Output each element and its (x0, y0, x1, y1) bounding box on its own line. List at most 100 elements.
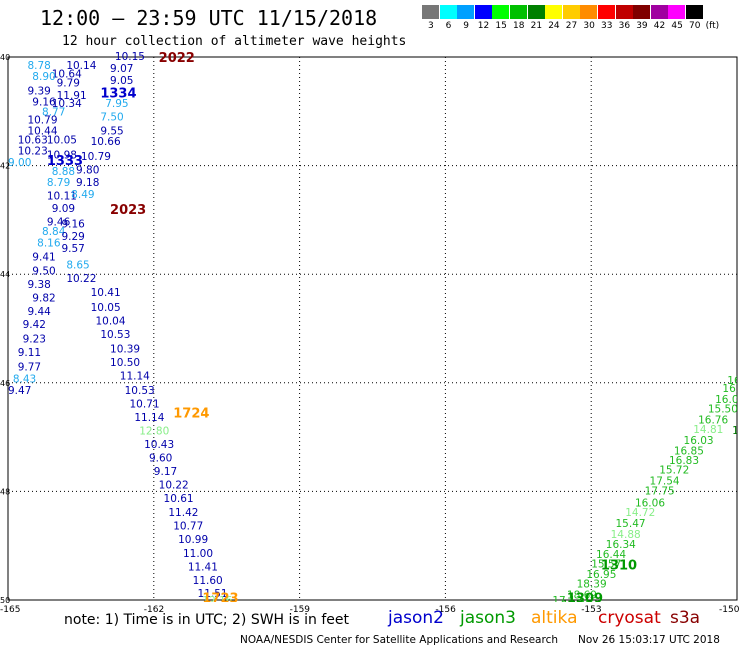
pass-time-label: 2022 (159, 51, 195, 66)
swh-value-label: 11.14 (134, 412, 164, 424)
colorbar-label: 18 (513, 21, 525, 31)
swh-value-label: 10.63 (18, 135, 48, 147)
swh-value-label: 16.34 (606, 539, 636, 551)
colorbar-swatch (457, 5, 475, 19)
swh-value-label: 11.00 (183, 548, 213, 560)
lon-tick-label: -156 (435, 605, 456, 615)
swh-value-label: 18.69 (567, 590, 597, 602)
colorbar-unit: (ft) (705, 21, 720, 31)
swh-value-label: 9.39 (27, 86, 50, 98)
swh-value-label: 9.82 (32, 293, 55, 305)
swh-value-label: 8.78 (27, 60, 50, 72)
colorbar-swatch (615, 5, 633, 19)
swh-value-label: 10.53 (125, 385, 155, 397)
swh-value-label: 10.15 (115, 51, 145, 63)
pass-time-label: 1723 (202, 591, 238, 606)
lon-tick-label: -159 (290, 605, 311, 615)
swh-value-label: 10.39 (110, 344, 140, 356)
swh-value-label: 8.43 (13, 373, 36, 385)
swh-value-label: 9.00 (8, 157, 31, 169)
lat-tick-label: 42 (0, 162, 10, 171)
swh-value-label: 8.84 (42, 226, 66, 238)
swh-value-label: 9.16 (32, 97, 56, 109)
colorbar-label: 45 (671, 21, 683, 31)
credit-text: NOAA/NESDIS Center for Satellite Applica… (240, 634, 558, 646)
swh-value-label: 10.98 (47, 150, 77, 162)
swh-value-label: 16.06 (635, 497, 665, 509)
swh-value-label: 10.64 (52, 68, 82, 80)
swh-value-label: 10.05 (47, 135, 77, 147)
swh-value-label: 11.91 (57, 90, 87, 102)
swh-value-label: 16.95 (586, 569, 616, 581)
swh-value-label: 8.90 (32, 71, 55, 83)
lon-tick-label: -162 (144, 605, 164, 615)
swh-value-label: 11.14 (120, 371, 150, 383)
swh-value-label: 10.11 (47, 190, 77, 202)
colorbar-label: 70 (689, 21, 701, 31)
lon-tick-label: -153 (581, 605, 601, 615)
units-note: note: 1) Time is in UTC; 2) SWH is in fe… (64, 612, 350, 628)
lat-tick-label: 40 (0, 53, 10, 62)
swh-value-label: 16.85 (674, 446, 704, 458)
colorbar-swatch (668, 5, 686, 19)
swh-value-label: 9.55 (100, 125, 123, 137)
swh-value-label: 18.39 (577, 579, 607, 591)
swh-value-label: 15.47 (616, 518, 646, 530)
colorbar-label: 42 (653, 21, 666, 31)
lon-tick-label: -165 (0, 605, 20, 615)
swh-value-label: 9.50 (32, 265, 55, 277)
swh-value-label: 11.51 (198, 588, 228, 600)
swh-value-label: 9.80 (76, 164, 99, 176)
swh-value-label: 9.57 (61, 243, 84, 255)
swh-value-label: 10.14 (66, 60, 96, 72)
swh-value-label: 17.54 (650, 476, 680, 488)
swh-value-label: 7.95 (105, 98, 128, 110)
swh-value-label: 8.49 (71, 189, 94, 201)
swh-value-label: 10.22 (66, 273, 96, 285)
legend-altika: altika (531, 608, 578, 628)
swh-value-label: 9.77 (18, 362, 41, 374)
legend-cryosat: cryosat (598, 608, 661, 628)
colorbar-swatch (562, 5, 580, 19)
swh-value-label: 9.41 (32, 251, 55, 263)
swh-value-label: 9.11 (18, 347, 41, 359)
swh-value-label: 17.75 (645, 485, 675, 497)
swh-value-label: 15.72 (659, 465, 689, 477)
swh-value-label: 16.00 (715, 394, 740, 406)
swh-value-label: 15.50 (708, 403, 738, 415)
colorbar-swatch (510, 5, 527, 19)
swh-value-label: 7.50 (100, 112, 123, 124)
swh-value-label: 10.04 (95, 315, 125, 327)
swh-value-label: 16.44 (596, 549, 626, 561)
swh-value-label: 9.47 (8, 385, 31, 397)
pass-time-label: 1310 (601, 559, 637, 574)
swh-value-label: 16.92 (562, 599, 592, 611)
swh-value-label: 10.99 (178, 534, 208, 546)
swh-value-label: 10.61 (164, 493, 194, 505)
swh-value-label: 10.05 (91, 302, 121, 314)
swh-value-label: 12.16 (202, 595, 232, 607)
colorbar-swatch (580, 5, 598, 19)
swh-value-label: 10.41 (91, 287, 121, 299)
swh-value-label: 9.29 (61, 231, 84, 243)
swh-value-label: 8.16 (37, 238, 61, 250)
swh-value-label: 9.46 (47, 217, 71, 229)
colorbar-swatch (650, 5, 668, 19)
swh-value-label: 10.22 (159, 479, 189, 491)
colorbar-swatch (422, 5, 439, 19)
pass-time-label: 1724 (173, 407, 209, 422)
pass-time-label: 1334 (100, 86, 136, 101)
swh-value-label: 9.44 (27, 306, 51, 318)
swh-value-label: 16.76 (698, 415, 728, 427)
colorbar-label: 39 (636, 21, 648, 31)
page-subtitle: 12 hour collection of altimeter wave hei… (62, 34, 407, 49)
page-title: 12:00 – 23:59 UTC 11/15/2018 (40, 6, 378, 30)
swh-value-label: 9.16 (61, 219, 85, 231)
swh-value-label: 16.50 (722, 383, 740, 395)
swh-value-label: 9.07 (110, 63, 133, 75)
colorbar-label: 30 (583, 21, 595, 31)
colorbar-label: 21 (530, 21, 543, 31)
colorbar-swatch (474, 5, 492, 19)
swh-value-label: 10.34 (52, 98, 82, 110)
